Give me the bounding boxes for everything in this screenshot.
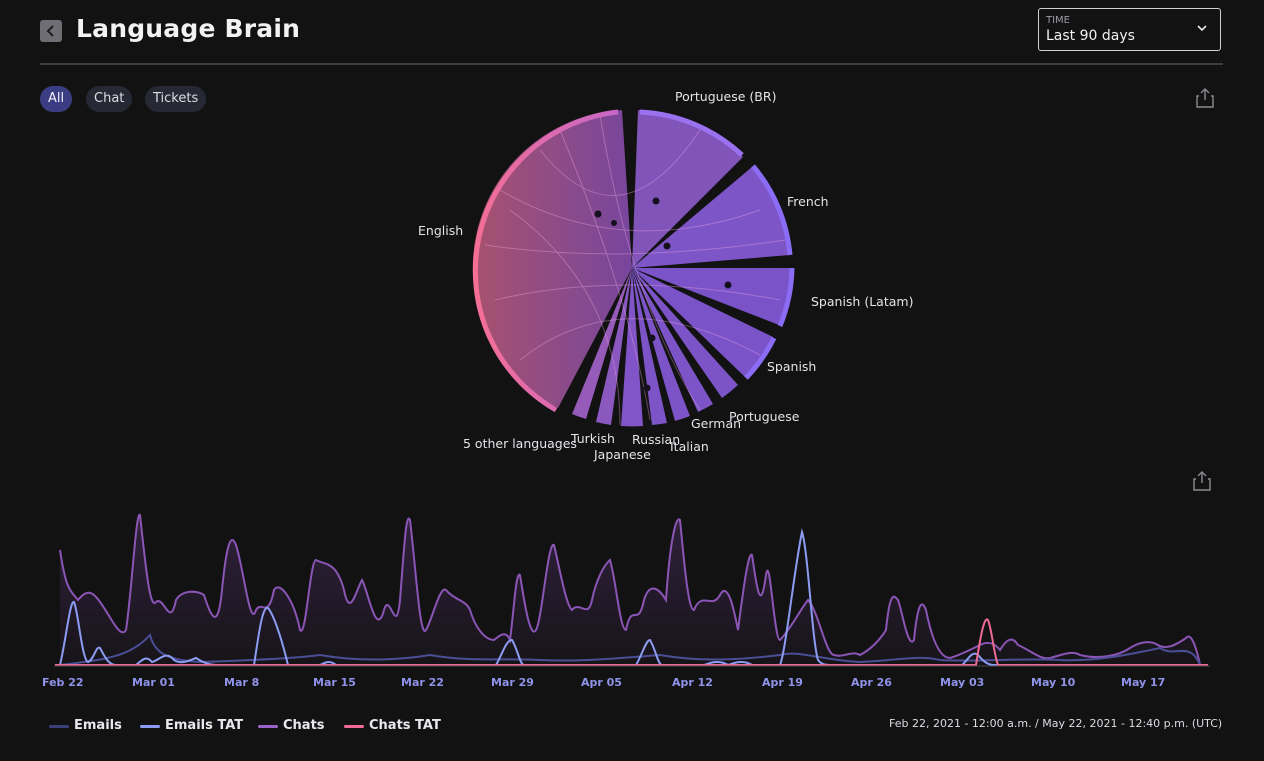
series-chats-tat-line — [55, 618, 1208, 666]
x-tick: Mar 01 — [132, 676, 175, 689]
label-russian: Russian — [632, 432, 680, 447]
chord-english-sector — [472, 110, 632, 408]
label-japanese: Japanese — [593, 447, 651, 462]
legend-label: Chats — [283, 718, 325, 733]
date-range-text: Feb 22, 2021 - 12:00 a.m. / May 22, 2021… — [889, 717, 1223, 730]
legend-swatch — [258, 725, 278, 728]
filter-chat[interactable]: Chat — [86, 86, 133, 112]
series-chats-area — [60, 514, 1200, 665]
chord-turkish-sector — [596, 268, 632, 425]
x-tick: Mar 29 — [491, 676, 534, 689]
language-chord-diagram: Portuguese (BR) French Spanish (Latam) S… — [418, 89, 913, 462]
chevron-left-icon — [46, 25, 54, 37]
x-tick: Apr 12 — [672, 676, 713, 689]
time-select-label: TIME — [1046, 15, 1071, 26]
x-tick: Feb 22 — [42, 676, 84, 689]
x-tick: Apr 19 — [762, 676, 803, 689]
chord-italian-sector — [632, 268, 690, 421]
x-tick: Mar 15 — [313, 676, 356, 689]
time-range-select[interactable]: TIME Last 90 days — [1038, 8, 1221, 51]
portuguese-br-arc[interactable] — [639, 109, 744, 157]
chord-japanese-sector — [621, 268, 643, 427]
x-axis-ticks: Feb 22 Mar 01 Mar 8 Mar 15 Mar 22 Mar 29… — [42, 676, 1165, 689]
label-spanish-latam: Spanish (Latam) — [811, 294, 913, 309]
label-other-languages: 5 other languages — [463, 436, 577, 451]
page-header: Language Brain TIME Last 90 days — [40, 8, 1223, 65]
chord-german-sector — [632, 268, 713, 412]
share-icon[interactable] — [1193, 471, 1211, 491]
chord-portuguese-sector — [632, 268, 738, 398]
chord-spanish-latam-sector — [632, 268, 791, 325]
page-title: Language Brain — [76, 14, 301, 43]
x-tick: May 10 — [1031, 676, 1076, 689]
legend-label: Emails TAT — [165, 718, 244, 733]
english-arc[interactable] — [472, 109, 619, 413]
legend-swatch — [140, 725, 160, 728]
x-tick: May 17 — [1121, 676, 1165, 689]
chord-other-sector — [572, 268, 632, 419]
legend-swatch — [344, 725, 364, 728]
x-tick: May 03 — [940, 676, 984, 689]
back-button[interactable] — [40, 20, 62, 42]
time-select-value: Last 90 days — [1046, 28, 1135, 44]
x-tick: Mar 8 — [224, 676, 259, 689]
spanish-latam-arc[interactable] — [777, 267, 795, 327]
series-chats-line — [59, 513, 1201, 666]
chord-spanish-sector — [632, 268, 773, 377]
legend-swatch — [49, 725, 69, 728]
label-turkish: Turkish — [570, 431, 615, 446]
series-emails-line — [59, 632, 1201, 666]
chord-portuguese-br-sector — [632, 110, 743, 268]
label-portuguese-br: Portuguese (BR) — [675, 89, 776, 104]
chord-russian-sector — [632, 268, 667, 425]
label-portuguese: Portuguese — [729, 409, 800, 424]
french-arc[interactable] — [751, 164, 793, 256]
x-tick: Mar 22 — [401, 676, 444, 689]
filter-all[interactable]: All — [40, 86, 73, 112]
x-tick: Apr 05 — [581, 676, 622, 689]
label-german: German — [691, 416, 741, 431]
activity-time-series-chart: Feb 22 Mar 01 Mar 8 Mar 15 Mar 22 Mar 29… — [42, 513, 1210, 689]
label-italian: Italian — [670, 439, 709, 454]
x-tick: Apr 26 — [851, 676, 892, 689]
share-icon[interactable] — [1196, 88, 1214, 108]
filter-tickets[interactable]: Tickets — [145, 86, 207, 112]
label-english: English — [418, 223, 463, 238]
spanish-arc[interactable] — [744, 336, 777, 380]
chevron-down-icon — [1197, 25, 1207, 32]
chord-french-sector — [632, 167, 790, 268]
legend-label: Chats TAT — [369, 718, 441, 733]
label-spanish: Spanish — [767, 359, 816, 374]
legend-label: Emails — [74, 718, 122, 733]
label-french: French — [787, 194, 829, 209]
chord-node-dots — [594, 197, 732, 392]
